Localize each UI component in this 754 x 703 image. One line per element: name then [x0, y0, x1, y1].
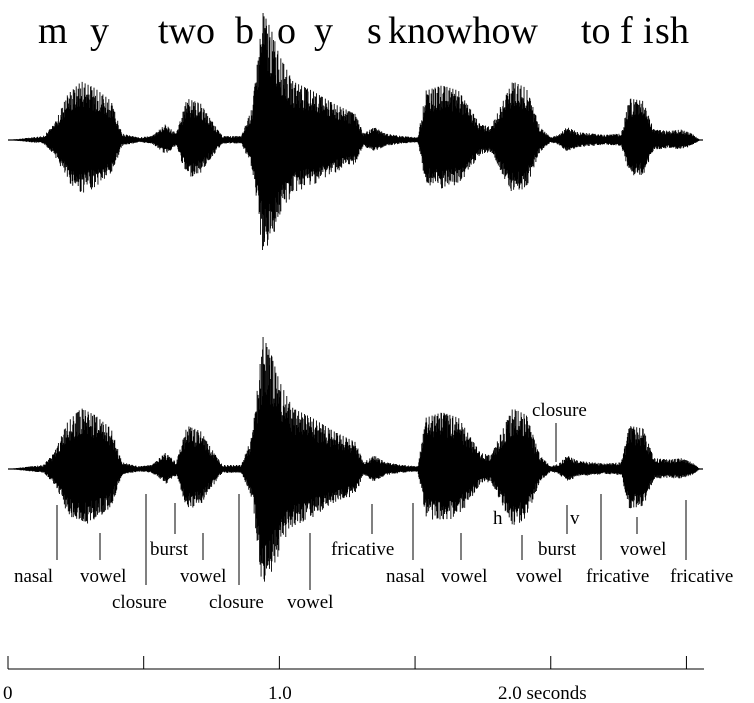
- label-vowel3: vowel: [287, 592, 333, 613]
- sentence-word-s2: s: [655, 10, 670, 52]
- waveform-bottom-trace: [8, 337, 700, 582]
- label-closure: closure: [112, 592, 167, 613]
- label-burst: burst: [150, 539, 189, 560]
- tick-label-1: 1.0: [268, 683, 292, 703]
- sentence-word-b: b: [235, 10, 254, 52]
- waveform-top-trace: [8, 12, 700, 250]
- label-fricative2: fricative: [586, 566, 649, 587]
- sentence-word-f: f: [620, 10, 633, 52]
- tick-label-0: 0: [3, 683, 13, 703]
- label-vowel6: vowel: [620, 539, 666, 560]
- tick-label-2: 2.0 seconds: [498, 683, 587, 703]
- sentence-word-o: o: [277, 10, 296, 52]
- label-burst2: burst: [538, 539, 577, 560]
- time-axis-ticks: [7, 656, 687, 669]
- sentence-word-m: m: [38, 10, 68, 52]
- label-closure3: closure: [532, 400, 587, 421]
- waveform-top: [8, 12, 703, 250]
- sentence-word-to: to: [581, 10, 611, 52]
- label-v: v: [570, 508, 580, 529]
- label-h: h: [493, 508, 503, 529]
- sentence-word-y2: y: [314, 10, 333, 52]
- label-vowel4: vowel: [441, 566, 487, 587]
- label-nasal2: nasal: [386, 566, 425, 587]
- label-closure2: closure: [209, 592, 264, 613]
- label-fricative: fricative: [331, 539, 394, 560]
- sentence-word-s: s: [367, 10, 382, 52]
- label-fricative3: fricative: [670, 566, 733, 587]
- waveform-bottom: [8, 337, 703, 582]
- segment-labels: nasal vowel closure burst vowel closure …: [14, 400, 733, 613]
- time-axis: 0 1.0 2.0 seconds: [3, 656, 704, 703]
- label-vowel5: vowel: [516, 566, 562, 587]
- label-vowel2: vowel: [180, 566, 226, 587]
- sentence-word-knowhow: knowhow: [388, 10, 538, 52]
- sentence-word-y: y: [90, 10, 109, 52]
- segment-pointers: [56, 423, 687, 590]
- label-nasal: nasal: [14, 566, 53, 587]
- label-vowel: vowel: [80, 566, 126, 587]
- sentence-word-h: h: [670, 10, 689, 52]
- sentence-word-i: i: [643, 10, 654, 52]
- sentence-word-two: two: [158, 10, 215, 52]
